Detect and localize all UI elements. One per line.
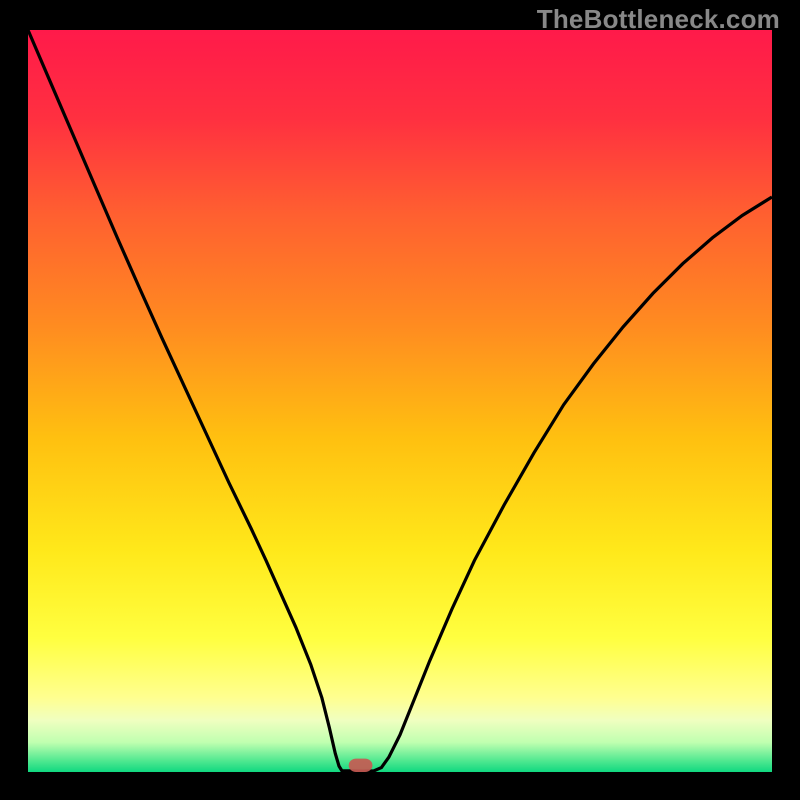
gradient-background (28, 30, 772, 772)
chart-frame: TheBottleneck.com (0, 0, 800, 800)
plot-svg (28, 30, 772, 772)
plot-area (28, 30, 772, 772)
optimum-marker (349, 759, 373, 772)
